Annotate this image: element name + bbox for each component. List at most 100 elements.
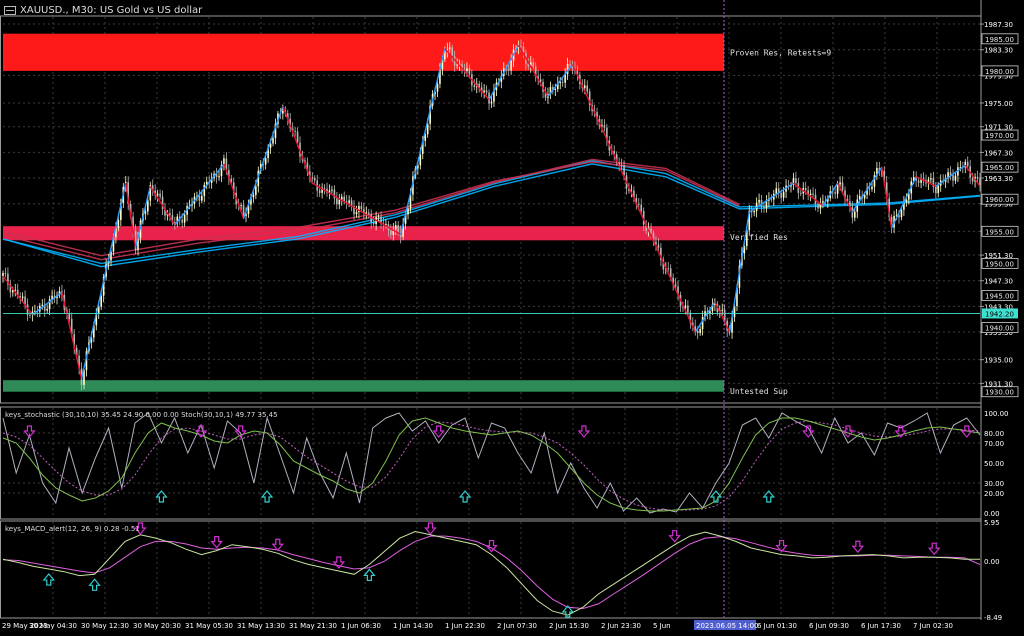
zone-label-verified_res: Verified Res <box>730 233 788 242</box>
candle-body <box>959 167 962 168</box>
candle-body <box>836 184 839 194</box>
zigzag-up-leg <box>890 176 917 229</box>
candle-body <box>596 112 598 120</box>
candle-body <box>58 291 61 296</box>
candle-body <box>839 182 841 185</box>
candle-body <box>765 200 768 208</box>
macd-down-arrow-icon <box>424 522 437 535</box>
stoch-up-arrow-icon <box>155 490 168 503</box>
candle-body <box>800 192 802 194</box>
candle-body <box>117 219 120 229</box>
candle-body <box>390 230 392 235</box>
candle-body <box>529 62 532 67</box>
candle-body <box>561 81 564 83</box>
stoch-down-arrow-icon <box>894 425 908 438</box>
price-tick-label: 1943.30 <box>984 303 1013 311</box>
zigzag-up-leg <box>488 44 520 101</box>
candle-body <box>630 190 633 192</box>
candle-body <box>16 289 19 297</box>
price-tick-label: 1931.30 <box>984 380 1013 388</box>
candle-body <box>350 200 353 206</box>
candle-body <box>34 311 36 313</box>
candle-body <box>645 224 647 231</box>
candle-body <box>451 47 454 57</box>
price-tick-label: 1975.00 <box>984 100 1013 108</box>
moving-average-line <box>2 158 740 261</box>
candle-body <box>807 190 809 196</box>
candle-body <box>269 143 272 148</box>
candle-body <box>95 312 98 326</box>
candle-body <box>537 76 539 80</box>
candle-body <box>834 192 836 194</box>
candle-body <box>247 204 250 214</box>
stoch-down-arrow-icon <box>577 425 591 438</box>
zigzag-down-leg <box>793 182 824 207</box>
candle-body <box>311 177 314 179</box>
candle-body <box>436 83 439 92</box>
candle-body <box>650 228 652 233</box>
candle-body <box>849 201 851 207</box>
candle-body <box>313 178 316 181</box>
candle-body <box>507 69 510 71</box>
candle-body <box>358 206 360 213</box>
candle-body <box>360 206 363 210</box>
macd-up-arrow-icon <box>88 578 101 591</box>
zigzag-up-leg <box>748 182 794 213</box>
candle-body <box>129 203 132 217</box>
macd-up-arrow-icon <box>42 573 56 586</box>
candle-body <box>385 224 387 226</box>
candle-body <box>566 64 569 75</box>
candle-body <box>421 140 424 154</box>
candle-body <box>353 205 355 215</box>
price-level-box <box>981 33 1019 45</box>
current-price-label: 1942.20 <box>985 310 1014 318</box>
candle-body <box>606 127 608 141</box>
candle-body <box>203 184 206 196</box>
candle-body <box>669 268 672 278</box>
price-tick-label: 1967.30 <box>984 149 1013 157</box>
candle-body <box>4 273 7 274</box>
candle-body <box>215 173 218 178</box>
panel-frame-3 <box>0 520 982 619</box>
candle-body <box>392 229 395 235</box>
macd-main-line <box>2 530 981 616</box>
candle-body <box>338 199 341 205</box>
candle-body <box>110 251 112 261</box>
candle-body <box>309 171 311 178</box>
chart-window-icon <box>4 5 16 15</box>
candle-body <box>78 355 80 369</box>
candle-body <box>674 284 677 287</box>
candle-body <box>426 123 429 135</box>
candle-body <box>618 162 620 166</box>
candle-body <box>672 277 674 285</box>
price-level-box <box>981 161 1019 173</box>
price-level-box <box>981 257 1019 269</box>
candle-body <box>377 216 380 218</box>
candle-body <box>264 157 267 165</box>
candle-body <box>701 316 704 330</box>
candle-body <box>979 178 981 187</box>
zigzag-down-leg <box>714 301 731 333</box>
candle-body <box>949 172 952 176</box>
candle-body <box>326 188 328 193</box>
candle-body <box>883 170 886 183</box>
candle-body <box>70 318 73 335</box>
zigzag-up-leg <box>547 64 574 97</box>
candle-body <box>250 197 252 205</box>
candle-body <box>318 190 321 193</box>
price-level-label: 1960.00 <box>985 196 1014 204</box>
price-tick-label: 1963.30 <box>984 175 1013 183</box>
candle-body <box>100 295 102 307</box>
candle-body <box>183 214 186 223</box>
candle-body <box>176 216 179 224</box>
time-axis-label: 30 May 20:30 <box>133 622 181 630</box>
candle-body <box>41 304 44 306</box>
candle-body <box>434 91 436 95</box>
candle-body <box>439 69 441 84</box>
price-level-box <box>981 225 1019 237</box>
candle-body <box>102 276 105 296</box>
stoch-tick-label: 80.00 <box>984 430 1004 438</box>
candle-body <box>792 178 795 185</box>
